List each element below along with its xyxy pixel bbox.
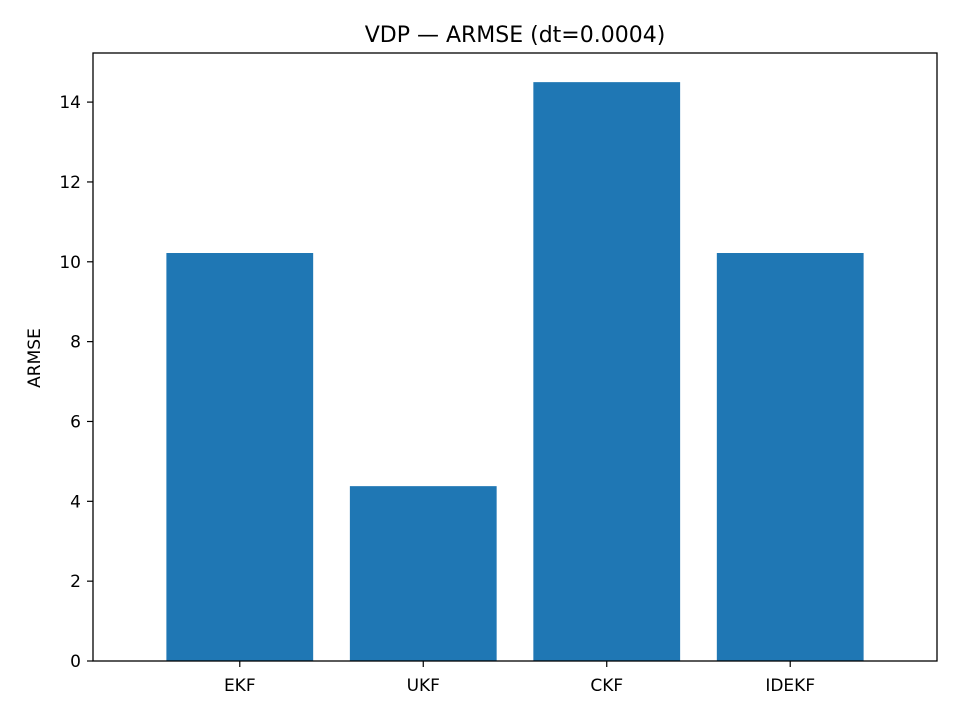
y-tick-label-6: 6	[70, 412, 81, 432]
y-tick-label-2: 2	[70, 572, 81, 592]
y-tick-label-0: 0	[70, 652, 81, 672]
y-tick-label-8: 8	[70, 333, 81, 353]
bar-ekf	[166, 253, 314, 661]
plot-area-frame	[92, 52, 938, 662]
y-tick-label-12: 12	[59, 173, 81, 193]
y-tick-label-14: 14	[59, 93, 81, 113]
y-axis-ticks: 0 2 4 6 8 10 12 14	[59, 93, 93, 672]
chart-title: VDP — ARMSE (dt=0.0004)	[365, 23, 666, 48]
y-axis-label: ARMSE	[25, 328, 45, 388]
bar-ukf	[349, 486, 497, 661]
y-tick-label-10: 10	[59, 253, 81, 273]
x-tick-label-ukf: UKF	[407, 676, 440, 696]
x-tick-label-ekf: EKF	[224, 676, 256, 696]
x-tick-label-idekf: IDEKF	[765, 676, 815, 696]
y-tick-label-4: 4	[70, 492, 81, 512]
bars-group	[166, 82, 864, 661]
bar-idekf	[716, 253, 864, 661]
x-axis-ticks: EKF UKF CKF IDEKF	[224, 661, 815, 696]
x-tick-label-ckf: CKF	[590, 676, 623, 696]
bar-ckf	[533, 82, 681, 661]
